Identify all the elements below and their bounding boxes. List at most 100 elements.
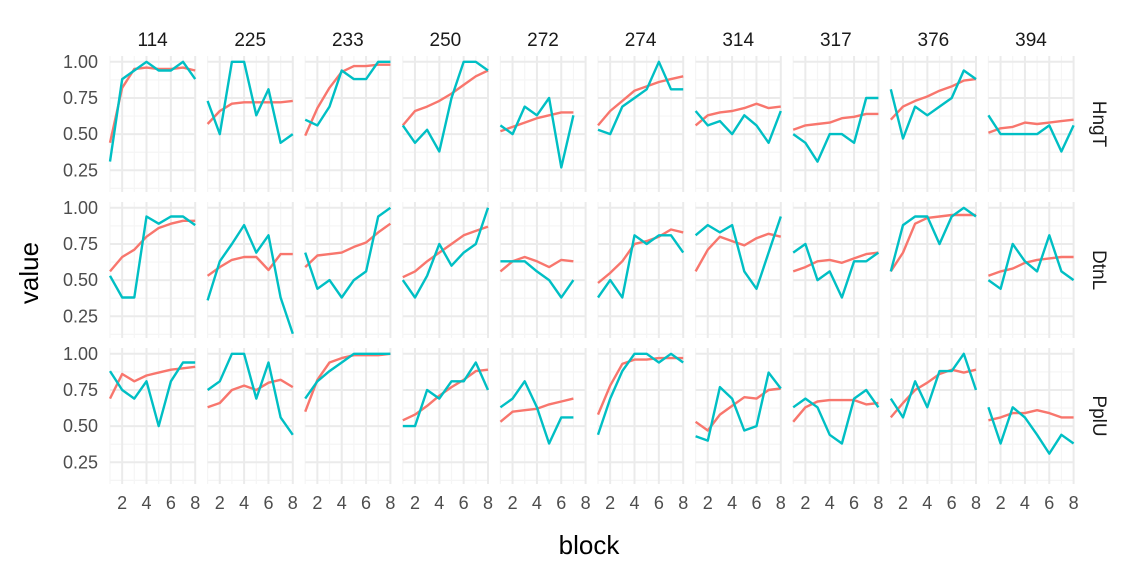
series-line-b-DtnL-114 (108, 215, 196, 299)
series-line-b-DtnL-250 (401, 207, 490, 299)
strip-label-col-225: 225 (234, 30, 266, 51)
series-line-a-PplU-225 (207, 378, 294, 409)
strip-label-row-PplU: PplU (1088, 395, 1109, 436)
x-tick-label: 2 (410, 493, 420, 513)
series-line-b-PplU-250 (402, 361, 490, 428)
strip-label-col-233: 233 (332, 30, 364, 51)
series-line-b-PplU-274 (596, 352, 684, 436)
x-tick-label: 6 (361, 493, 371, 513)
series-line-a-HngT-114 (108, 66, 196, 144)
panel-grid (108, 56, 1075, 484)
x-tick-label: 4 (1020, 493, 1030, 513)
series-line-b-DtnL-233 (304, 206, 392, 299)
panel-DtnL-225 (206, 202, 294, 338)
series-line-a-PplU-114 (108, 365, 196, 400)
series-line-a-DtnL-274 (597, 228, 684, 284)
x-tick-label: 6 (459, 493, 469, 513)
panel-PplU-225 (206, 348, 294, 484)
strip-label-col-376: 376 (918, 30, 950, 51)
series-line-b-DtnL-314 (694, 216, 782, 290)
series-line-a-DtnL-233 (304, 222, 392, 268)
series-line-b-HngT-114 (108, 60, 197, 162)
panel-PplU-250 (402, 348, 490, 484)
series-line-a-DtnL-394 (987, 255, 1074, 277)
strip-label-col-250: 250 (430, 30, 462, 51)
series-line-b-HngT-394 (987, 114, 1075, 153)
x-tick-label: 6 (849, 493, 859, 513)
series-line-b-DtnL-317 (792, 242, 880, 299)
series-line-b-DtnL-394 (987, 234, 1075, 290)
series-line-b-PplU-317 (792, 388, 880, 445)
strip-label-col-394: 394 (1015, 30, 1047, 51)
series-line-b-PplU-233 (304, 352, 391, 400)
x-tick-label: 8 (971, 493, 981, 513)
x-tick-label: 6 (947, 493, 957, 513)
panel-DtnL-317 (792, 202, 880, 338)
y-tick-label: 0.50 (63, 270, 98, 290)
series-line-b-DtnL-274 (597, 234, 685, 299)
x-tick-label: 4 (825, 493, 835, 513)
series-line-a-DtnL-314 (694, 232, 782, 272)
x-tick-label: 6 (166, 493, 176, 513)
series-line-a-PplU-274 (596, 356, 684, 416)
series-line-b-HngT-376 (889, 69, 977, 140)
panel-DtnL-114 (108, 202, 197, 338)
tick-labels: 0.250.500.751.000.250.500.751.002 4 6 8 2 4 6 8… (63, 52, 1079, 513)
y-tick-label: 0.75 (63, 380, 98, 400)
series-line-b-HngT-272 (499, 96, 575, 169)
x-tick-label: 4 (434, 493, 444, 513)
panel-DtnL-314 (694, 202, 782, 338)
strip-label-col-114: 114 (137, 30, 168, 51)
x-tick-label: 4 (142, 493, 152, 513)
x-tick-label: 2 (898, 493, 908, 513)
x-tick-label: 8 (581, 493, 591, 513)
series-line-b-DtnL-272 (500, 260, 575, 299)
series-line-a-DtnL-376 (889, 213, 976, 273)
x-tick-label: 2 (312, 493, 322, 513)
panel-HngT-225 (206, 56, 294, 192)
series-line-a-HngT-250 (401, 69, 489, 127)
series-line-a-HngT-376 (889, 77, 977, 121)
x-tick-label: 8 (678, 493, 688, 513)
panel-DtnL-250 (401, 202, 490, 338)
panel-DtnL-272 (499, 202, 587, 338)
y-tick-label: 1.00 (63, 344, 98, 364)
strip-label-col-317: 317 (820, 30, 852, 51)
y-tick-label: 0.75 (63, 234, 98, 254)
x-tick-label: 8 (873, 493, 883, 513)
series-line-b-HngT-250 (401, 60, 489, 153)
x-tick-label: 6 (556, 493, 566, 513)
panel-PplU-314 (694, 348, 782, 484)
y-tick-label: 0.25 (63, 160, 98, 180)
series-line-b-PplU-114 (108, 361, 196, 428)
series-line-a-HngT-272 (500, 111, 574, 133)
x-tick-label: 2 (703, 493, 713, 513)
series-line-a-DtnL-317 (792, 251, 879, 273)
panel-HngT-394 (987, 56, 1075, 192)
panel-PplU-114 (108, 348, 197, 484)
panel-PplU-233 (304, 348, 392, 484)
y-tick-label: 0.50 (63, 124, 98, 144)
panel-HngT-274 (597, 56, 685, 192)
series-line-a-HngT-274 (597, 75, 684, 127)
panel-DtnL-233 (304, 202, 392, 338)
x-tick-label: 6 (654, 493, 664, 513)
panel-PplU-376 (889, 348, 978, 484)
panel-PplU-317 (792, 348, 880, 484)
series-line-a-PplU-233 (304, 352, 391, 413)
series-line-b-HngT-317 (792, 96, 879, 163)
x-tick-label: 4 (532, 493, 542, 513)
panel-HngT-317 (792, 56, 880, 192)
series-line-b-DtnL-376 (889, 206, 977, 272)
series-line-a-DtnL-114 (109, 219, 196, 273)
y-tick-label: 0.50 (63, 416, 98, 436)
series-line-b-PplU-225 (206, 352, 294, 436)
panel-PplU-274 (596, 348, 685, 484)
x-tick-label: 4 (239, 493, 249, 513)
series-line-a-PplU-394 (988, 409, 1074, 422)
series-line-b-HngT-274 (597, 60, 684, 136)
panel-HngT-272 (499, 56, 587, 192)
x-tick-label: 2 (508, 493, 518, 513)
x-tick-label: 8 (1069, 493, 1079, 513)
